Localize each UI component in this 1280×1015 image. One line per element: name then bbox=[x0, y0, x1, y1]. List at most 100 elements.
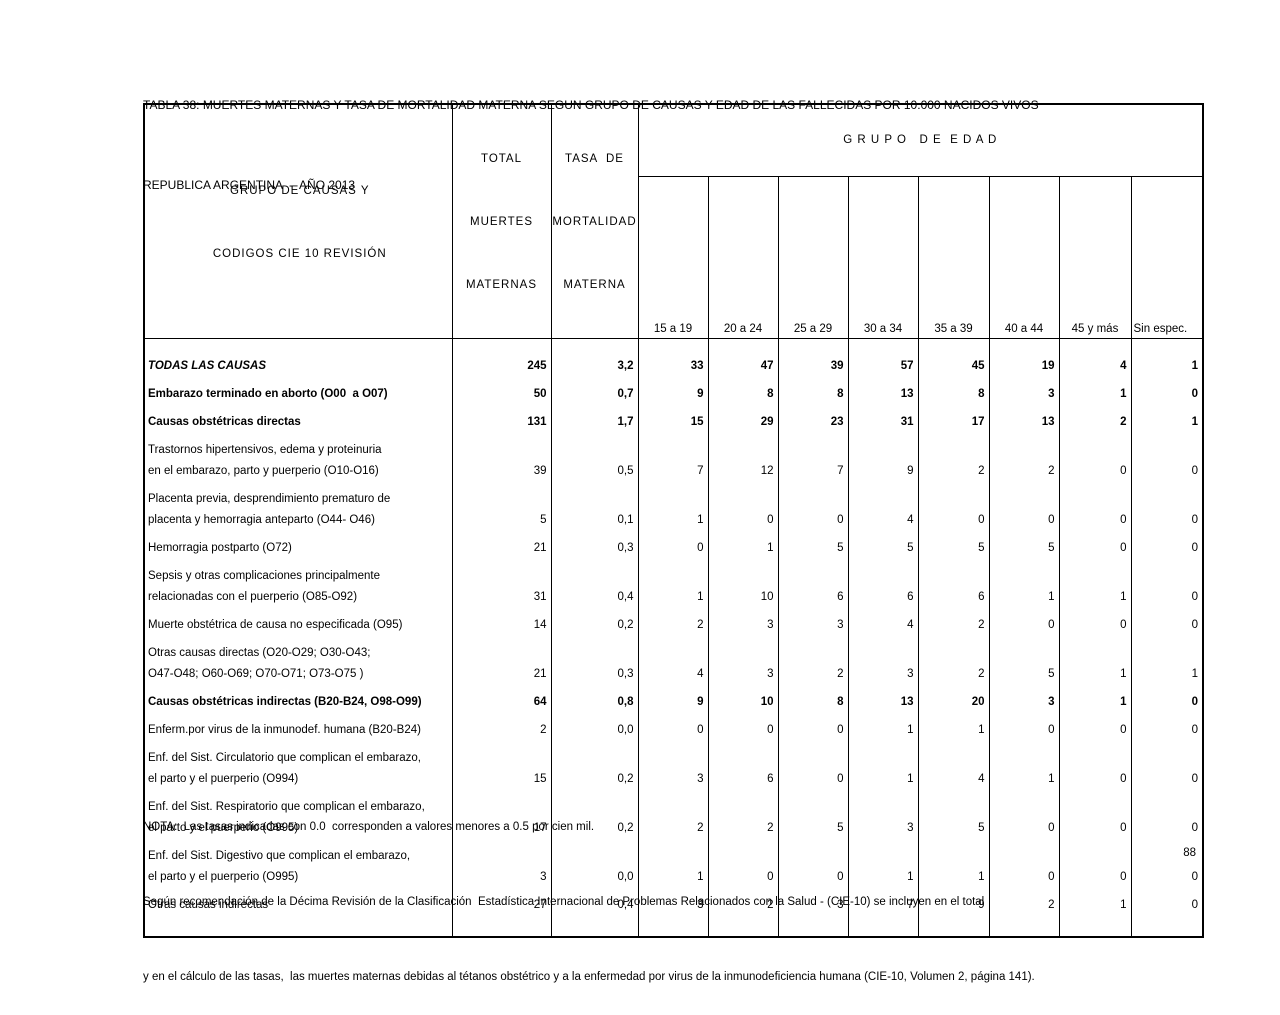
row-age-value: 19 bbox=[988, 338, 1060, 377]
row-age-value: 0 bbox=[1130, 713, 1204, 741]
row-total: 17 bbox=[451, 790, 552, 839]
header-age-30-34: 30 a 34 bbox=[847, 176, 919, 340]
row-rate: 0,1 bbox=[550, 482, 639, 531]
row-age-value: 1 bbox=[847, 839, 919, 888]
header-age-35-39: 35 a 39 bbox=[917, 176, 990, 340]
row-age-value: 1 bbox=[1058, 888, 1132, 937]
row-total: 50 bbox=[451, 377, 552, 405]
row-age-value: 3 bbox=[777, 608, 849, 636]
row-age-value: 0 bbox=[1130, 685, 1204, 713]
header-age-45-plus: 45 y más bbox=[1058, 176, 1132, 340]
row-label: Sepsis y otras complicaciones principalm… bbox=[143, 559, 453, 608]
row-age-value: 1 bbox=[1058, 685, 1132, 713]
row-age-value: 3 bbox=[847, 636, 919, 685]
row-age-value: 13 bbox=[988, 405, 1060, 433]
row-age-value: 23 bbox=[777, 405, 849, 433]
row-age-value: 1 bbox=[637, 839, 709, 888]
row-age-value: 5 bbox=[777, 531, 849, 559]
row-total: 5 bbox=[451, 482, 552, 531]
row-total: 131 bbox=[451, 405, 552, 433]
footnote-line3: y en el cálculo de las tasas, las muerte… bbox=[143, 971, 1035, 983]
row-label: TODAS LAS CAUSAS bbox=[143, 338, 453, 377]
row-total: 245 bbox=[451, 338, 552, 377]
row-age-value: 0 bbox=[637, 531, 709, 559]
row-age-value: 2 bbox=[917, 636, 990, 685]
row-age-value: 13 bbox=[847, 377, 919, 405]
row-label: Enf. del Sist. Circulatorio que complica… bbox=[143, 741, 453, 790]
row-age-value: 6 bbox=[917, 559, 990, 608]
row-age-value: 0 bbox=[707, 713, 779, 741]
header-total-column: TOTAL MUERTES MATERNAS bbox=[451, 104, 552, 339]
row-age-value: 0 bbox=[1130, 531, 1204, 559]
row-age-value: 5 bbox=[917, 531, 990, 559]
row-age-value: 3 bbox=[847, 790, 919, 839]
header-rate-column: TASA DE MORTALIDAD MATERNA bbox=[550, 104, 639, 339]
row-age-value: 7 bbox=[777, 433, 849, 482]
row-age-value: 1 bbox=[1130, 405, 1204, 433]
row-age-value: 9 bbox=[847, 433, 919, 482]
row-label: Enf. del Sist. Respiratorio que complica… bbox=[143, 790, 453, 839]
row-label: Muerte obstétrica de causa no especifica… bbox=[143, 608, 453, 636]
row-age-value: 2 bbox=[637, 790, 709, 839]
header-age-15-19: 15 a 19 bbox=[637, 176, 709, 340]
row-age-value: 17 bbox=[917, 405, 990, 433]
footnotes: NOTA: Las tasas indicadas con 0.0 corres… bbox=[143, 765, 1035, 1015]
row-age-value: 0 bbox=[1130, 608, 1204, 636]
row-age-value: 20 bbox=[917, 685, 990, 713]
table-header: GRUPO DE CAUSAS Y CODIGOS CIE 10 REVISIÓ… bbox=[143, 104, 1204, 340]
header-total-line1: TOTAL bbox=[481, 153, 522, 165]
row-age-value: 9 bbox=[637, 685, 709, 713]
row-age-value: 0 bbox=[1058, 713, 1132, 741]
row-age-value: 5 bbox=[847, 531, 919, 559]
row-age-value: 0 bbox=[777, 713, 849, 741]
row-total: 64 bbox=[451, 685, 552, 713]
row-age-value: 2 bbox=[917, 433, 990, 482]
row-age-value: 4 bbox=[847, 608, 919, 636]
row-rate: 0,4 bbox=[550, 559, 639, 608]
footnote-line2: Según recomendación de la Décima Revisió… bbox=[143, 896, 985, 908]
table-row: Otras causas directas (O20-O29; O30-O43;… bbox=[143, 636, 1204, 685]
row-label: Causas obstétricas directas bbox=[143, 405, 453, 433]
row-age-value: 1 bbox=[847, 713, 919, 741]
row-rate: 0,0 bbox=[550, 713, 639, 741]
row-age-value: 0 bbox=[1058, 741, 1132, 790]
row-age-value: 5 bbox=[988, 531, 1060, 559]
row-age-value: 0 bbox=[1130, 839, 1204, 888]
row-age-value: 12 bbox=[707, 433, 779, 482]
row-label: Embarazo terminado en aborto (O00 a O07) bbox=[143, 377, 453, 405]
row-age-value: 5 bbox=[988, 636, 1060, 685]
row-total: 2 bbox=[451, 713, 552, 741]
header-cause-column: GRUPO DE CAUSAS Y CODIGOS CIE 10 REVISIÓ… bbox=[143, 104, 453, 339]
row-rate: 0,7 bbox=[550, 377, 639, 405]
row-age-value: 0 bbox=[1130, 790, 1204, 839]
row-age-value: 1 bbox=[707, 531, 779, 559]
row-age-value: 1 bbox=[988, 559, 1060, 608]
row-total: 14 bbox=[451, 608, 552, 636]
header-rate-line1: TASA DE bbox=[565, 153, 624, 165]
row-age-value: 13 bbox=[847, 685, 919, 713]
row-age-value: 3 bbox=[707, 636, 779, 685]
row-age-value: 33 bbox=[637, 338, 709, 377]
row-age-value: 0 bbox=[988, 608, 1060, 636]
row-age-value: 15 bbox=[637, 405, 709, 433]
table-row: Embarazo terminado en aborto (O00 a O07)… bbox=[143, 377, 1204, 405]
row-age-value: 31 bbox=[847, 405, 919, 433]
row-total: 15 bbox=[451, 741, 552, 790]
row-age-value: 0 bbox=[707, 482, 779, 531]
row-age-value: 6 bbox=[777, 559, 849, 608]
row-age-value: 1 bbox=[1058, 559, 1132, 608]
row-age-value: 0 bbox=[1130, 377, 1204, 405]
row-age-value: 1 bbox=[1058, 636, 1132, 685]
table-row: Enf. del Sist. Digestivo que complican e… bbox=[143, 839, 1204, 888]
row-age-value: 1 bbox=[1130, 338, 1204, 377]
row-age-value: 0 bbox=[917, 482, 990, 531]
row-age-value: 0 bbox=[1058, 482, 1132, 531]
row-age-value: 47 bbox=[707, 338, 779, 377]
row-age-value: 1 bbox=[637, 559, 709, 608]
table-row: TODAS LAS CAUSAS 245 3,2 33 47 39 57 45 19 4 1 bbox=[143, 338, 1204, 377]
row-label: Placenta previa, desprendimiento prematu… bbox=[143, 482, 453, 531]
header-age-unspecified: Sin espec. bbox=[1130, 176, 1204, 340]
row-age-value: 2 bbox=[988, 433, 1060, 482]
row-age-value: 5 bbox=[777, 790, 849, 839]
header-age-group-title: G R U P O D E E D A D bbox=[637, 104, 1204, 177]
